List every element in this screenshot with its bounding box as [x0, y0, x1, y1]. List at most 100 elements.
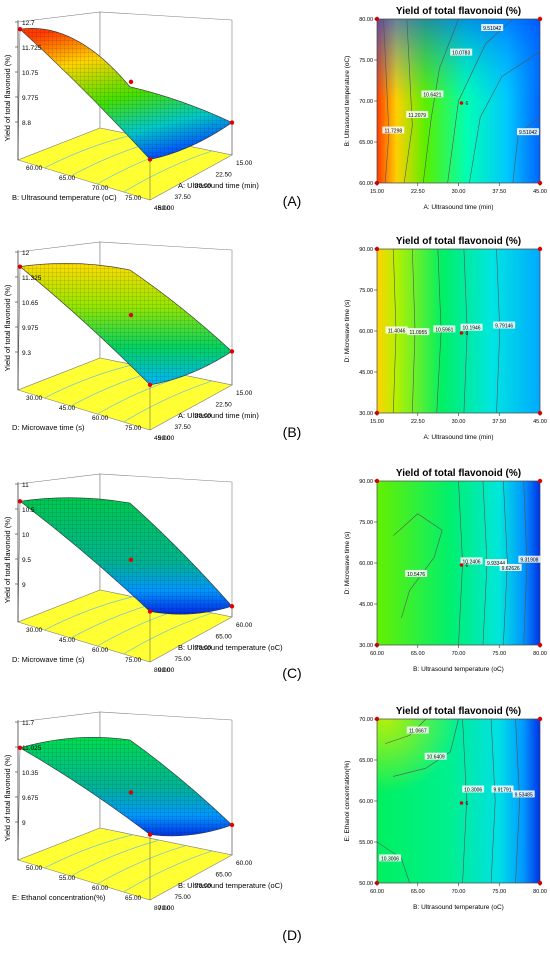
- x-axis-label: B: Ultrasound temperature (oC): [12, 193, 117, 202]
- floor-contour-line: [44, 596, 134, 631]
- x-tick-label: 60.00: [92, 647, 109, 654]
- panel-label: (C): [282, 665, 301, 681]
- contour-line: [503, 480, 508, 646]
- surface-drop-line: [17, 501, 21, 623]
- design-point: [128, 312, 134, 318]
- center-point-label: 6: [466, 801, 469, 807]
- contour-label-box: [406, 110, 429, 118]
- design-point: [147, 382, 153, 387]
- y-tick-label: 90.00: [359, 247, 373, 253]
- design-point: [17, 745, 23, 751]
- z-tick-label: 11.725: [22, 45, 42, 52]
- x-tick-label: 75.00: [492, 651, 506, 657]
- contour-label-box: [450, 48, 473, 56]
- contour-label: 10.6421: [423, 92, 441, 98]
- y-tick-label: 45.00: [154, 205, 171, 212]
- contour-label-box: [405, 569, 428, 577]
- contour-plot: Yield of total flavonoid (%) 10.5476 10.24…: [344, 468, 547, 673]
- center-point-label: 6: [466, 101, 469, 107]
- contour-label-box: [379, 854, 402, 862]
- contour-title: Yield of total flavonoid (%): [396, 6, 521, 17]
- x-tick-label: 30.00: [452, 189, 466, 195]
- contour-plot: Yield of total flavonoid (%) 11.7298 11.20…: [344, 6, 547, 211]
- design-point: [537, 716, 543, 722]
- z-tick-label: 10.75: [22, 70, 39, 77]
- design-point: [128, 790, 134, 795]
- floor-contour-line: [123, 850, 213, 893]
- contour-label-box: [493, 321, 516, 329]
- contour-label-box: [433, 325, 456, 333]
- y-tick-label: 15.00: [236, 390, 253, 397]
- x-axis-label: D: Microwave time (s): [12, 423, 85, 432]
- x-tick-label: 80.00: [158, 205, 175, 212]
- y-tick-label: 22.50: [216, 401, 233, 408]
- floor-contour-line: [44, 364, 134, 399]
- contour-line: [385, 718, 427, 744]
- contour-line: [496, 248, 501, 414]
- design-point: [17, 499, 23, 504]
- y-axis-label: E: Ethanol concentration(%): [344, 761, 351, 842]
- x-axis-label: B: Ultrasound temperature (oC): [413, 904, 504, 911]
- y-tick-label: 37.50: [175, 194, 192, 201]
- surface-mesh: [20, 737, 232, 836]
- y-tick-label: 70.00: [195, 883, 212, 890]
- x-tick-label: 70.00: [92, 185, 109, 192]
- y-tick-label: 65.00: [359, 140, 373, 146]
- contour-label-box: [512, 790, 535, 798]
- design-point: [537, 246, 543, 252]
- y-tick-label: 45.00: [359, 370, 373, 376]
- x-tick-label: 60.00: [92, 885, 109, 892]
- contour-plot: Yield of total flavonoid (%) 11.4046 11.09…: [344, 236, 547, 441]
- contour-line: [523, 480, 528, 646]
- x-tick-label: 22.50: [411, 189, 425, 195]
- x-tick-label: 60.00: [370, 889, 384, 895]
- x-tick-label: 90.00: [158, 667, 175, 674]
- contour-label: 11.2079: [408, 113, 426, 119]
- x-axis-label: E: Ethanol concentration(%): [12, 893, 106, 902]
- surface-plot: 9 9.5 10 10.5 11 Yield of total flavonoid (%)…: [3, 473, 283, 674]
- x-tick-label: 75.00: [125, 657, 142, 664]
- floor-contour-line: [123, 380, 213, 423]
- contour-label-box: [484, 559, 507, 566]
- y-tick-label: 60.00: [359, 181, 373, 187]
- contour-label: 9.53485: [515, 792, 533, 798]
- x-tick-label: 37.50: [492, 419, 506, 425]
- y-tick-label: 22.50: [216, 171, 233, 178]
- x-tick-label: 45.00: [59, 637, 76, 644]
- y-tick-label: 80.00: [154, 905, 171, 912]
- contour-line: [403, 18, 413, 184]
- design-point: [229, 604, 235, 609]
- surface-mesh: [20, 263, 232, 385]
- y-tick-label: 30.00: [195, 413, 212, 420]
- x-tick-label: 30.00: [452, 419, 466, 425]
- panel-label: (A): [283, 193, 302, 209]
- z-tick-label: 9.775: [22, 95, 39, 102]
- contour-label-box: [517, 128, 540, 136]
- design-point: [128, 79, 134, 85]
- x-tick-label: 37.50: [492, 189, 506, 195]
- z-tick-label: 11.325: [22, 275, 42, 282]
- x-tick-label: 22.50: [411, 419, 425, 425]
- z-axis-label: Yield of total flavonoid (%): [3, 754, 12, 841]
- y-axis-label: A: Ultrasound time (min): [178, 181, 259, 190]
- x-tick-label: 65.00: [59, 175, 76, 182]
- x-tick-label: 65.00: [411, 889, 425, 895]
- z-tick-label: 9.3: [22, 350, 31, 357]
- contour-label: 9.91791: [493, 788, 511, 794]
- z-tick-label: 12: [22, 250, 30, 257]
- z-tick-label: 8.8: [22, 120, 31, 127]
- y-tick-label: 65.00: [216, 633, 233, 640]
- z-tick-label: 10: [22, 532, 30, 539]
- contour-label: 9.93344: [487, 561, 505, 567]
- x-tick-label: 75.00: [125, 425, 142, 432]
- design-point: [17, 264, 23, 269]
- design-point: [17, 27, 23, 32]
- center-point-label: 6: [466, 563, 469, 569]
- y-tick-label: 90.00: [359, 479, 373, 485]
- contour-line: [490, 718, 496, 884]
- contour-line: [469, 51, 541, 184]
- x-tick-label: 45.00: [533, 189, 547, 195]
- z-tick-label: 9.675: [22, 795, 39, 802]
- contour-field: [377, 481, 540, 645]
- contour-label: 11.4046: [388, 328, 406, 334]
